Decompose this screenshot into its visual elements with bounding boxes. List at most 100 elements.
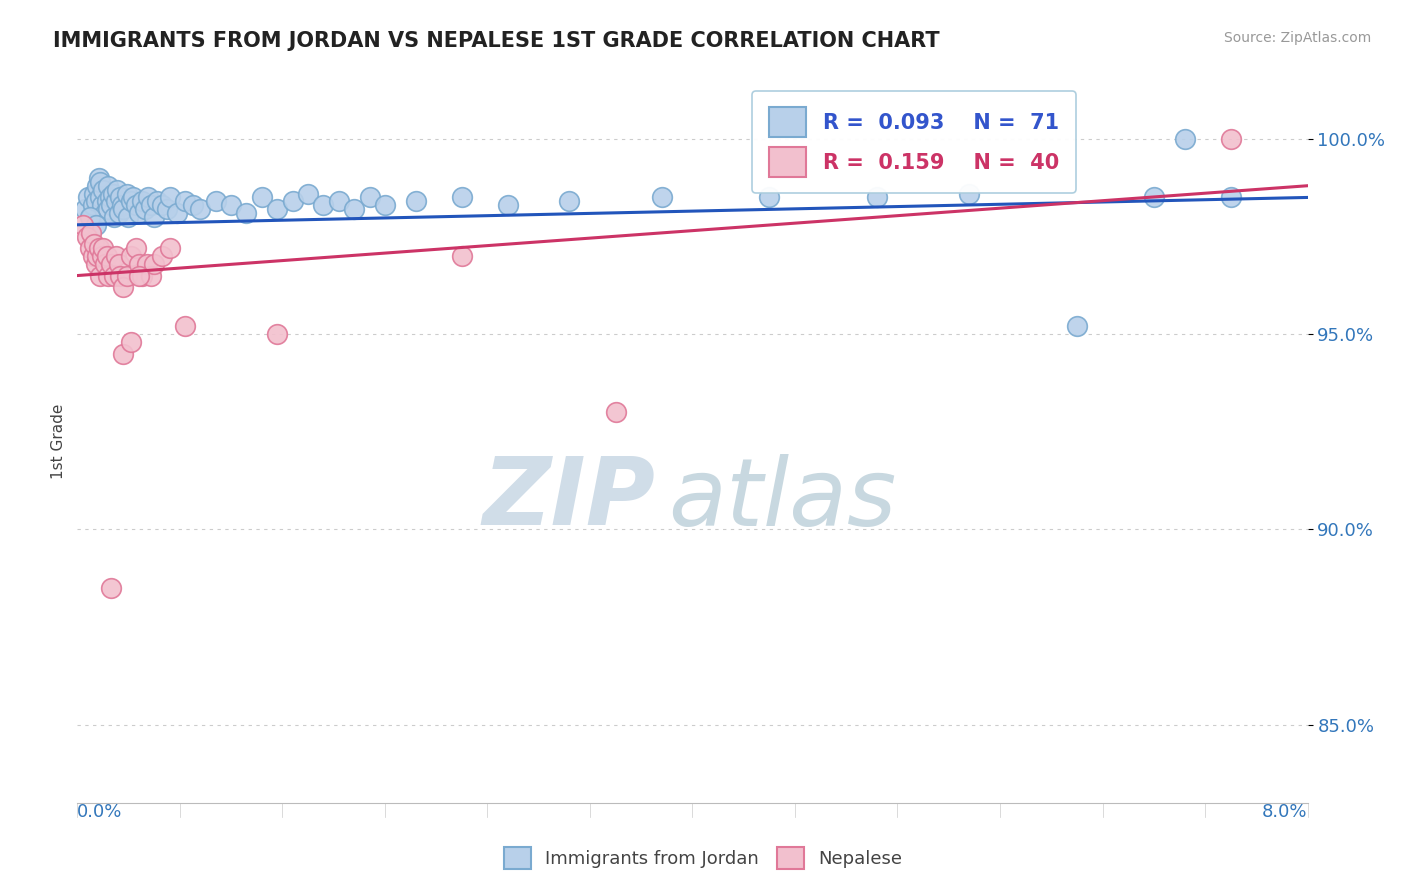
Point	[87, 241, 110, 255]
Legend: Immigrants from Jordan, Nepalese: Immigrants from Jordan, Nepalese	[495, 838, 911, 879]
Point	[204, 194, 226, 209]
Point	[80, 226, 103, 240]
Point	[82, 198, 104, 212]
Point	[112, 346, 135, 360]
Point	[112, 202, 135, 216]
Point	[1066, 319, 1088, 334]
Point	[84, 194, 107, 209]
Point	[1219, 132, 1241, 146]
Point	[174, 319, 197, 334]
Point	[110, 190, 132, 204]
Point	[125, 198, 148, 212]
Point	[866, 190, 889, 204]
Point	[104, 194, 127, 209]
Point	[166, 206, 188, 220]
Point	[143, 257, 166, 271]
Point	[79, 241, 101, 255]
Point	[159, 241, 181, 255]
Point	[96, 249, 118, 263]
Point	[758, 190, 780, 204]
Point	[219, 198, 242, 212]
Point	[450, 249, 472, 263]
Point	[281, 194, 304, 209]
Point	[83, 237, 105, 252]
Point	[651, 190, 673, 204]
Point	[297, 186, 319, 201]
Point	[90, 249, 114, 263]
Point	[110, 268, 132, 283]
Point	[101, 186, 124, 201]
Point	[97, 178, 120, 193]
Point	[1174, 132, 1197, 146]
Point	[235, 206, 257, 220]
Point	[141, 198, 163, 212]
Point	[128, 268, 150, 283]
Point	[108, 206, 131, 220]
Point	[359, 190, 381, 204]
Y-axis label: 1st Grade: 1st Grade	[51, 404, 66, 479]
Point	[136, 190, 159, 204]
Point	[128, 206, 150, 220]
Point	[266, 202, 288, 216]
Point	[1143, 190, 1166, 204]
Point	[188, 202, 212, 216]
Point	[115, 268, 138, 283]
Point	[73, 202, 96, 216]
Point	[250, 190, 273, 204]
Point	[94, 257, 117, 271]
Text: Source: ZipAtlas.com: Source: ZipAtlas.com	[1223, 31, 1371, 45]
Point	[103, 210, 125, 224]
Point	[103, 268, 125, 283]
Point	[128, 257, 150, 271]
Point	[86, 178, 108, 193]
Point	[120, 194, 142, 209]
Point	[100, 581, 122, 595]
Point	[105, 183, 128, 197]
Point	[89, 268, 111, 283]
Point	[76, 229, 98, 244]
Point	[146, 194, 169, 209]
Text: 0.0%: 0.0%	[77, 803, 122, 821]
Point	[97, 268, 120, 283]
Point	[104, 249, 127, 263]
Point	[374, 198, 396, 212]
Point	[266, 327, 288, 342]
Point	[108, 257, 131, 271]
Point	[135, 257, 157, 271]
Point	[100, 198, 122, 212]
Point	[120, 334, 142, 349]
Point	[121, 190, 143, 204]
Point	[405, 194, 427, 209]
Point	[83, 186, 105, 201]
Point	[84, 257, 107, 271]
Point	[343, 202, 366, 216]
Point	[141, 268, 163, 283]
Point	[94, 206, 117, 220]
Point	[117, 210, 139, 224]
Point	[90, 198, 114, 212]
Point	[111, 198, 134, 212]
Point	[97, 202, 120, 216]
Point	[84, 218, 107, 232]
Point	[957, 186, 980, 201]
Point	[112, 280, 135, 294]
Point	[80, 210, 103, 224]
Text: ZIP: ZIP	[482, 453, 655, 545]
Point	[450, 190, 472, 204]
Point	[115, 186, 138, 201]
Point	[82, 249, 104, 263]
Point	[328, 194, 350, 209]
Point	[89, 175, 111, 189]
Point	[79, 210, 101, 224]
Point	[605, 405, 627, 419]
Point	[174, 194, 197, 209]
Point	[77, 190, 100, 204]
Point	[87, 170, 110, 185]
Point	[131, 194, 153, 209]
Point	[93, 241, 115, 255]
Point	[96, 194, 118, 209]
Point	[155, 202, 177, 216]
Point	[86, 249, 108, 263]
Point	[89, 190, 111, 204]
Point	[98, 190, 121, 204]
